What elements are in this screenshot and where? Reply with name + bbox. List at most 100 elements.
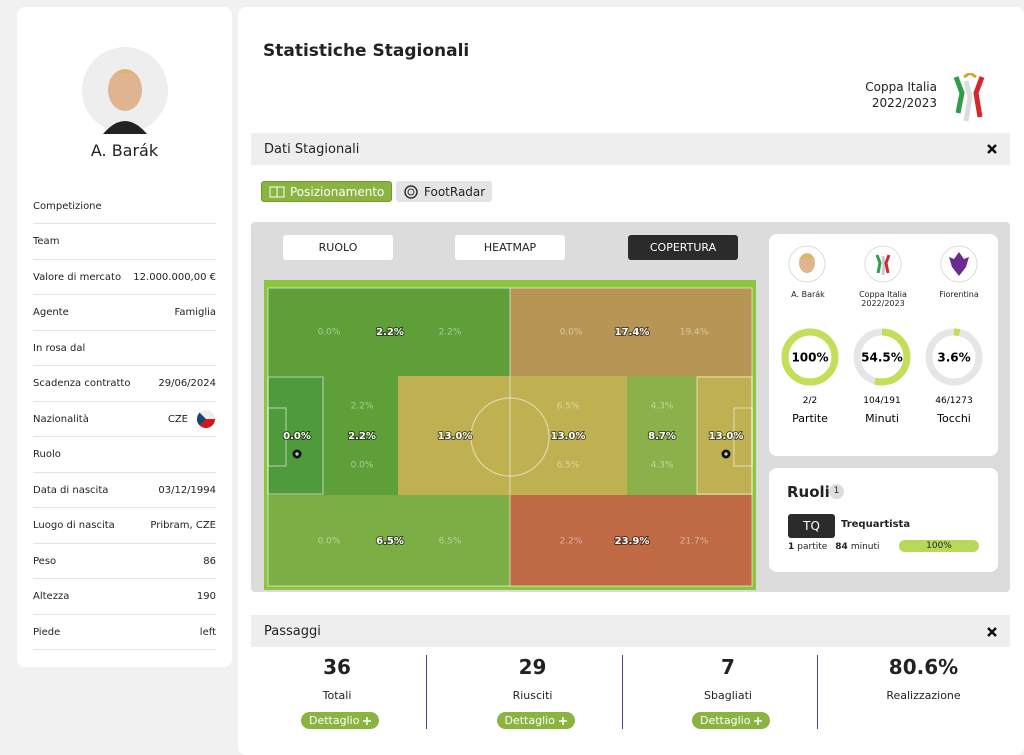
zone-minor-label: 4.3% (651, 461, 674, 471)
profile-row: Altezza 190 (33, 580, 216, 615)
field-label: Agente (33, 307, 69, 318)
field-label: Ruolo (33, 449, 61, 460)
entity-name: Fiorentina (939, 290, 979, 299)
divider (426, 655, 427, 729)
section-title: Passaggi (264, 623, 321, 639)
zone (398, 376, 510, 495)
field-label: Valore di mercato (33, 271, 122, 283)
zone-minor-label: 6.5% (557, 402, 580, 412)
profile-row: Team (33, 225, 216, 260)
marker (292, 449, 731, 459)
subtab[interactable]: HEATMAP (455, 235, 565, 260)
pass-label: Realizzazione (886, 689, 961, 702)
zone-minor-label: 2.2% (351, 402, 374, 412)
pass-stat: 80.6% Realizzazione (838, 655, 1010, 702)
zone (323, 376, 398, 495)
coppa-logo (953, 73, 985, 122)
field-value: Pribram, CZE (150, 520, 216, 531)
role-minutes-label: minuti (850, 542, 880, 552)
profile-row: Ruolo (33, 438, 216, 473)
ring-ratio: 2/2 (803, 396, 817, 406)
zone-label: 13.0% (438, 431, 473, 442)
close-icon[interactable] (986, 143, 998, 155)
tab-label: Posizionamento (290, 184, 385, 199)
detail-button-label: Dettaglio (504, 714, 555, 727)
field-value-text: 86 (203, 555, 216, 567)
profile-card: A. Barák (17, 7, 232, 667)
zone-label: 0.0% (283, 431, 311, 442)
section-bar: Passaggi (251, 615, 1010, 647)
role-usage: 1 partite 84 minuti (788, 542, 880, 552)
flag (197, 410, 215, 428)
pass-value: 7 (721, 655, 735, 679)
field-label: Piede (33, 626, 61, 638)
field-value-text: Famiglia (174, 307, 216, 318)
profile-row: Data di nascita 03/12/1994 (33, 473, 216, 508)
pass-stat: 7 Sbagliati Dettaglio (642, 655, 814, 729)
field-value-text: 190 (196, 591, 216, 602)
subtab[interactable]: RUOLO (283, 235, 393, 260)
zone-minor-label: 2.2% (439, 328, 462, 338)
profile-row: Nazionalità CZE (33, 402, 216, 437)
avatar (82, 47, 168, 134)
entity-name: A. Barák (791, 290, 825, 299)
zone-minor-label: 6.5% (557, 461, 580, 471)
ring-value (781, 328, 839, 386)
section-title: Dati Stagionali (264, 141, 360, 157)
entity-icon (788, 245, 826, 283)
field-label: Luogo di nascita (33, 520, 115, 531)
pass-stat: 36 Totali Dettaglio (251, 655, 423, 729)
tab[interactable]: Posizionamento (261, 181, 393, 202)
ring-ratio: 46/1273 (935, 396, 972, 406)
field-label: Altezza (33, 591, 70, 602)
field-label: In rosa dal (33, 342, 86, 354)
zone-minor-label: 2.2% (560, 537, 583, 547)
pitch-lines (267, 287, 753, 587)
competition: Coppa Italia 2022/2023 (848, 79, 937, 111)
zone-minor-label: 6.5% (439, 537, 462, 547)
field-value-text: left (199, 626, 216, 638)
field-label: Competizione (33, 200, 102, 212)
field-value: 12.000.000,00 € (133, 272, 216, 283)
role-code: TQ (788, 514, 835, 538)
zone-label: 2.2% (376, 327, 404, 338)
entity-icon (864, 245, 902, 283)
field-value: 29/06/2024 (158, 378, 216, 389)
field-label: Peso (33, 555, 57, 567)
field-label: Scadenza contratto (33, 378, 131, 389)
close-icon[interactable] (986, 626, 998, 638)
field-value: left (200, 627, 216, 638)
zone-minor-label: 0.0% (351, 461, 374, 471)
zone (510, 376, 627, 495)
zone-label: 13.0% (551, 431, 586, 442)
plus-icon (363, 716, 372, 725)
role-minutes: 84 (835, 542, 848, 552)
competition-name: Coppa Italia (865, 80, 937, 94)
zone-label: 17.4% (615, 327, 650, 338)
zone-minor-label: 0.0% (318, 328, 341, 338)
subtab[interactable]: COPERTURA (628, 235, 738, 260)
field-label: Nazionalità (33, 413, 89, 425)
section-bar: Dati Stagionali (251, 133, 1010, 165)
profile-row: In rosa dal (33, 331, 216, 366)
zone-label: 23.9% (615, 536, 650, 547)
rings: 100% 2/2 Partite 54.5% 104/191 Minuti 3.6% 46/1… (781, 328, 983, 425)
zone (510, 288, 752, 376)
player-name: A. Barák (90, 141, 159, 160)
divider (621, 655, 623, 729)
field-label: Team (33, 236, 60, 247)
field-value-text: Pribram, CZE (150, 520, 216, 531)
field-value-text: 12.000.000,00 € (133, 271, 216, 283)
zone (627, 376, 697, 495)
detail-button[interactable]: Dettaglio (496, 712, 575, 729)
tab[interactable]: FootRadar (396, 181, 493, 202)
ring-label: 54.5% (861, 351, 903, 365)
detail-button[interactable]: Dettaglio (301, 712, 380, 729)
field-value-text: 03/12/1994 (158, 484, 216, 496)
role-share-bar (899, 540, 979, 552)
zone (697, 376, 752, 495)
detail-button[interactable]: Dettaglio (692, 712, 771, 729)
zone-label: 8.7% (648, 431, 676, 442)
zone-minor-label: 4.3% (651, 402, 674, 412)
pass-stat: 29 Riusciti Dettaglio (447, 655, 619, 729)
